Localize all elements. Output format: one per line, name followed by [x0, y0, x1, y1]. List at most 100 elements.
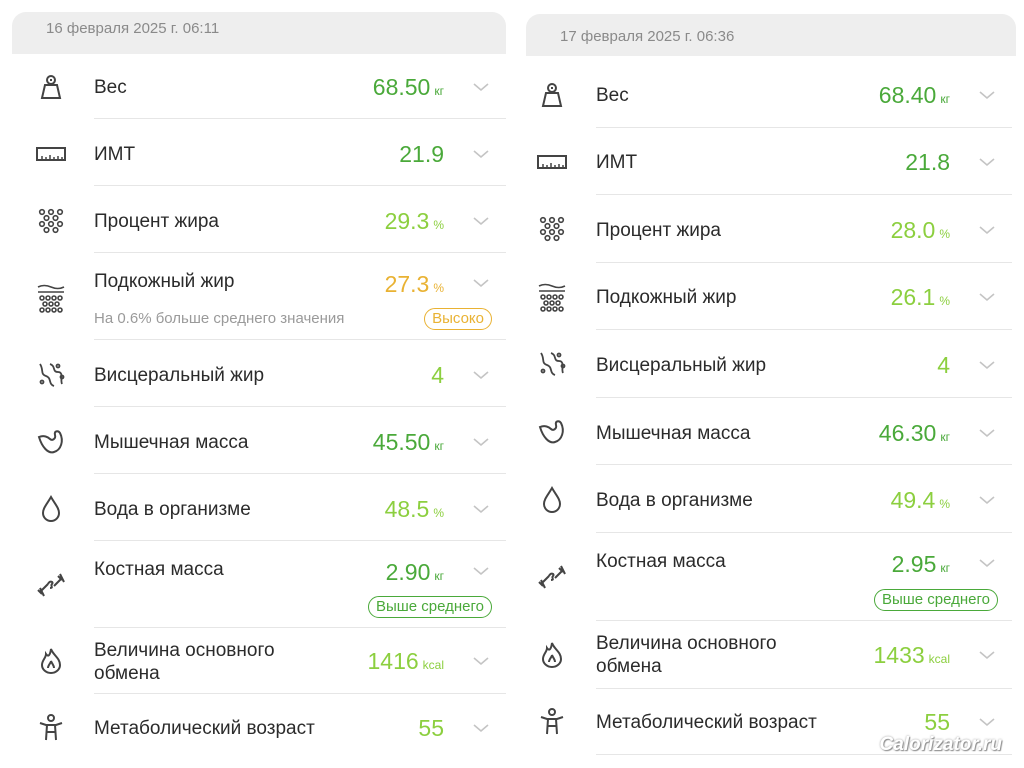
metric-label-line2: обмена [94, 663, 160, 684]
ruler-icon [36, 139, 66, 169]
person-icon [36, 713, 66, 743]
metric-value: 4 [937, 352, 950, 378]
bone-icon [36, 570, 66, 600]
divider [94, 473, 506, 474]
divider [94, 406, 506, 407]
divider [596, 397, 1012, 398]
chevron-down-icon[interactable] [471, 561, 491, 581]
metric-value: 55 [418, 715, 444, 741]
divider [94, 252, 506, 253]
flame-icon [36, 646, 66, 676]
chevron-down-icon[interactable] [977, 712, 997, 732]
metric-label: Мышечная масса [94, 432, 249, 453]
divider [94, 693, 506, 694]
metric-value: 26.1% [890, 284, 950, 310]
chevron-down-icon[interactable] [977, 553, 997, 573]
metric-value: 55 [924, 709, 950, 735]
metric-value: 4 [431, 362, 444, 388]
metric-label: Процент жира [94, 211, 219, 232]
date-header: 16 февраля 2025 г. 06:11 [12, 12, 506, 54]
metric-value: 28.0% [890, 217, 950, 243]
metric-label-line2: обмена [596, 656, 662, 677]
metric-value: 21.9 [399, 141, 444, 167]
metric-value: 2.90 кг [385, 559, 444, 585]
metric-label: ИМТ [94, 144, 136, 165]
metric-label: Величина основного [94, 640, 275, 661]
divider [596, 329, 1012, 330]
watermark: Calorizator.ru [879, 734, 1002, 755]
ruler-icon [537, 147, 567, 177]
divider [596, 262, 1012, 263]
divider [596, 127, 1012, 128]
metric-label: Висцеральный жир [94, 365, 265, 386]
chevron-down-icon[interactable] [471, 144, 491, 164]
muscle-icon [537, 417, 567, 447]
chevron-down-icon[interactable] [977, 85, 997, 105]
metric-label: Метаболический возраст [596, 712, 817, 733]
chevron-down-icon[interactable] [471, 651, 491, 671]
chevron-down-icon[interactable] [977, 287, 997, 307]
chevron-down-icon[interactable] [471, 77, 491, 97]
chevron-down-icon[interactable] [977, 490, 997, 510]
divider [94, 185, 506, 186]
visceral-fat-icon [537, 349, 567, 379]
date-header: 17 февраля 2025 г. 06:36 [526, 14, 1016, 56]
metric-value: 2.95 кг [891, 551, 950, 577]
metric-label: Процент жира [596, 220, 721, 241]
divider [596, 620, 1012, 621]
divider [596, 754, 1012, 755]
metric-value: 29.3% [384, 208, 444, 234]
chevron-down-icon[interactable] [977, 220, 997, 240]
chevron-down-icon[interactable] [471, 499, 491, 519]
metric-value: 68.50 кг [372, 74, 444, 100]
chevron-down-icon[interactable] [977, 423, 997, 443]
divider [596, 688, 1012, 689]
metric-value: 68.40 кг [878, 82, 950, 108]
date-label: 16 февраля 2025 г. 06:11 [46, 20, 220, 37]
chevron-down-icon[interactable] [471, 718, 491, 738]
metric-label: Величина основного [596, 633, 777, 654]
muscle-icon [36, 427, 66, 457]
chevron-down-icon[interactable] [471, 365, 491, 385]
visceral-fat-icon [36, 360, 66, 390]
metric-value: 46.30 кг [878, 420, 950, 446]
divider [94, 540, 506, 541]
divider [596, 464, 1012, 465]
metric-label: Костная масса [94, 559, 224, 580]
metric-label: Вода в организме [596, 490, 753, 511]
metric-label: Подкожный жир [94, 271, 235, 292]
left-measurement-panel: 16 февраля 2025 г. 06:11 Вес 68.50 кг ИМТ… [0, 0, 514, 768]
dots-grid-icon [36, 206, 66, 236]
water-drop-icon [36, 494, 66, 524]
divider [596, 194, 1012, 195]
status-badge: Высоко [424, 308, 492, 330]
chevron-down-icon[interactable] [977, 355, 997, 375]
metric-label: Подкожный жир [596, 287, 737, 308]
status-badge: Выше среднего [873, 589, 998, 611]
metric-label: Вода в организме [94, 499, 251, 520]
metric-label: Мышечная масса [596, 423, 751, 444]
metric-value: 27.3% [384, 271, 444, 297]
metric-label: Метаболический возраст [94, 718, 315, 739]
divider [596, 532, 1012, 533]
metric-label: ИМТ [596, 152, 638, 173]
water-drop-icon [537, 485, 567, 515]
subcutaneous-fat-icon [36, 283, 66, 313]
metric-value: 1416 kcal [367, 648, 444, 674]
subcutaneous-fat-icon [537, 282, 567, 312]
metric-value: 48.5% [384, 496, 444, 522]
chevron-down-icon[interactable] [471, 273, 491, 293]
dots-grid-icon [537, 214, 567, 244]
divider [94, 339, 506, 340]
scale-icon [537, 80, 567, 110]
scale-icon [36, 72, 66, 102]
chevron-down-icon[interactable] [977, 152, 997, 172]
metric-value: 21.8 [905, 149, 950, 175]
metric-label: Вес [596, 85, 629, 106]
chevron-down-icon[interactable] [977, 645, 997, 665]
chevron-down-icon[interactable] [471, 211, 491, 231]
metric-value: 1433 kcal [873, 642, 950, 668]
metric-value: 45.50 кг [372, 429, 444, 455]
chevron-down-icon[interactable] [471, 432, 491, 452]
flame-icon [537, 640, 567, 670]
